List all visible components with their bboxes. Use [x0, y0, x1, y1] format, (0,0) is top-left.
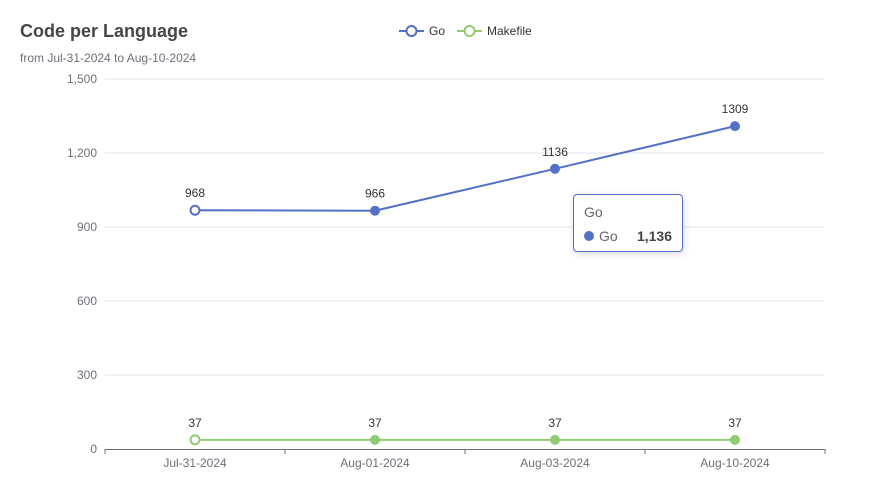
- legend-makefile-icon: [457, 25, 483, 37]
- tooltip-title: Go: [584, 204, 603, 220]
- tooltip-row: Go 1,136: [584, 228, 672, 244]
- data-point[interactable]: [370, 434, 380, 445]
- data-point[interactable]: [550, 434, 560, 445]
- data-point[interactable]: [550, 163, 560, 174]
- x-tick-label: Jul-31-2024: [163, 456, 227, 470]
- data-label: 37: [728, 416, 742, 430]
- x-tick-label: Aug-10-2024: [700, 456, 770, 470]
- legend-go-label: Go: [429, 24, 446, 38]
- data-label: 37: [188, 416, 202, 430]
- data-label: 966: [365, 187, 385, 201]
- tooltip: Go Go 1,136: [573, 194, 683, 252]
- data-point[interactable]: [370, 205, 380, 216]
- legend-item-makefile[interactable]: Makefile: [457, 24, 532, 38]
- chart-title: Code per Language: [20, 21, 189, 41]
- tooltip-series-name: Go: [599, 228, 618, 244]
- y-tick-label: 300: [77, 368, 97, 382]
- y-tick-label: 600: [77, 294, 97, 308]
- y-tick-label: 1,200: [67, 146, 97, 160]
- data-point[interactable]: [189, 434, 201, 446]
- tooltip-series-dot: [584, 231, 594, 241]
- data-label: 968: [185, 186, 205, 200]
- x-tick-label: Aug-03-2024: [520, 456, 590, 470]
- data-point[interactable]: [730, 121, 740, 132]
- data-label: 1309: [722, 102, 749, 116]
- data-label: 37: [368, 416, 382, 430]
- y-tick-label: 900: [77, 220, 97, 234]
- data-point[interactable]: [730, 434, 740, 445]
- data-label: 37: [548, 416, 562, 430]
- series-line-go: [194, 125, 736, 212]
- legend-go-icon: [399, 25, 424, 37]
- legend-makefile-label: Makefile: [487, 24, 532, 38]
- y-tick-label: 1,500: [67, 72, 97, 86]
- legend-item-go[interactable]: Go: [399, 24, 445, 38]
- y-tick-label: 0: [90, 442, 97, 456]
- chart-subtitle: from Jul-31-2024 to Aug-10-2024: [20, 51, 197, 65]
- data-point[interactable]: [189, 204, 201, 216]
- tooltip-value: 1,136: [636, 228, 672, 244]
- legend: Go Makefile: [399, 24, 544, 38]
- data-label: 1136: [542, 145, 568, 159]
- x-tick-label: Aug-01-2024: [340, 456, 410, 470]
